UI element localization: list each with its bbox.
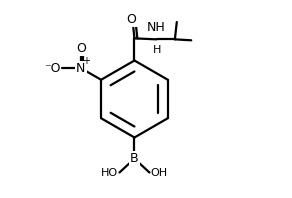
Text: B: B [130,152,139,165]
Text: ⁻O: ⁻O [44,62,61,75]
Text: HO: HO [101,168,119,178]
Text: O: O [77,42,86,55]
Text: H: H [153,45,161,55]
Text: +: + [82,56,90,66]
Text: N: N [76,62,86,75]
Text: OH: OH [150,168,168,178]
Text: O: O [127,13,136,26]
Text: NH: NH [147,21,166,34]
